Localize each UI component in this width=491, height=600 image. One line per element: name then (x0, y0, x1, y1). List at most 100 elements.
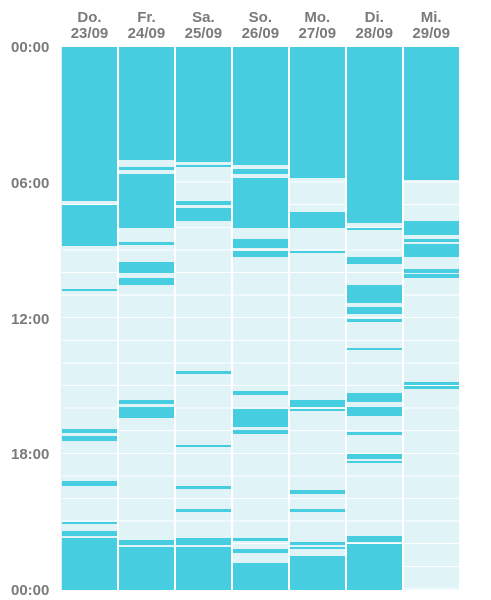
busy-block[interactable] (289, 409, 345, 412)
busy-block[interactable] (175, 164, 231, 167)
busy-block[interactable] (346, 461, 402, 464)
busy-block[interactable] (118, 166, 174, 171)
busy-block[interactable] (232, 169, 288, 174)
day-header-date: 25/09 (184, 25, 223, 42)
busy-block[interactable] (232, 390, 288, 396)
day-column[interactable] (403, 47, 459, 590)
busy-block[interactable] (62, 481, 117, 486)
busy-block[interactable] (403, 386, 459, 389)
busy-block[interactable] (118, 261, 174, 274)
day-header-weekday: Fr. (137, 9, 156, 26)
time-label: 00:00 (11, 582, 50, 599)
busy-block[interactable] (289, 556, 345, 590)
busy-block[interactable] (232, 239, 288, 249)
busy-block[interactable] (289, 547, 345, 550)
busy-block[interactable] (62, 289, 117, 292)
day-header-date: 24/09 (127, 25, 166, 42)
busy-block[interactable] (175, 200, 231, 206)
busy-block[interactable] (403, 268, 459, 274)
busy-block[interactable] (232, 250, 288, 258)
busy-block[interactable] (346, 47, 402, 224)
busy-block[interactable] (118, 399, 174, 405)
busy-block[interactable] (62, 537, 117, 590)
day-column[interactable] (232, 47, 288, 590)
day-header-date: 28/09 (355, 25, 394, 42)
busy-block[interactable] (175, 445, 231, 448)
day-column[interactable] (118, 47, 174, 590)
busy-block[interactable] (232, 409, 288, 428)
day-header-weekday: Do. (77, 9, 102, 26)
busy-block[interactable] (289, 542, 345, 545)
day-header: Fr. 24/09 (118, 10, 175, 42)
time-label: 00:00 (11, 39, 50, 56)
busy-block[interactable] (175, 47, 231, 163)
day-header: Mi. 29/09 (403, 10, 460, 42)
busy-block[interactable] (403, 243, 459, 258)
busy-block[interactable] (232, 562, 288, 590)
busy-block[interactable] (346, 393, 402, 403)
day-column[interactable] (346, 47, 402, 590)
day-column[interactable] (175, 47, 231, 590)
busy-block[interactable] (175, 547, 231, 590)
busy-block[interactable] (403, 274, 459, 278)
busy-block[interactable] (62, 436, 117, 441)
busy-block[interactable] (175, 485, 231, 490)
day-column[interactable] (289, 47, 345, 590)
time-label: 06:00 (11, 174, 50, 192)
busy-block[interactable] (346, 307, 402, 314)
day-header-weekday: So. (248, 9, 273, 26)
busy-block[interactable] (346, 535, 402, 543)
busy-block[interactable] (289, 490, 345, 494)
busy-block[interactable] (346, 543, 402, 590)
busy-block[interactable] (403, 381, 459, 386)
busy-block[interactable] (289, 47, 345, 179)
busy-block[interactable] (118, 173, 174, 228)
busy-block[interactable] (175, 508, 231, 512)
busy-block[interactable] (403, 221, 459, 235)
busy-block[interactable] (346, 284, 402, 303)
busy-block[interactable] (62, 205, 117, 247)
busy-block[interactable] (346, 228, 402, 231)
busy-block[interactable] (118, 241, 174, 245)
day-header: Mo. 27/09 (289, 10, 346, 42)
busy-block[interactable] (118, 406, 174, 419)
busy-block[interactable] (346, 431, 402, 436)
busy-block[interactable] (118, 47, 174, 161)
busy-block[interactable] (118, 540, 174, 545)
day-header-weekday: Mo. (304, 9, 331, 26)
busy-block[interactable] (346, 454, 402, 459)
busy-block[interactable] (62, 429, 117, 433)
day-header-date: 27/09 (298, 25, 337, 42)
day-header-weekday: Mi. (420, 9, 442, 26)
busy-block[interactable] (289, 399, 345, 407)
busy-block[interactable] (232, 47, 288, 165)
busy-block[interactable] (232, 178, 288, 228)
busy-block[interactable] (403, 239, 459, 242)
busy-block[interactable] (118, 547, 174, 590)
busy-block[interactable] (175, 537, 231, 545)
busy-block[interactable] (62, 531, 117, 536)
busy-block[interactable] (346, 347, 402, 351)
day-header-date: 26/09 (241, 25, 280, 42)
day-header: Di. 28/09 (346, 10, 403, 42)
time-label: 12:00 (11, 310, 50, 328)
busy-block[interactable] (289, 250, 345, 253)
busy-block[interactable] (62, 522, 117, 525)
busy-block[interactable] (289, 212, 345, 228)
busy-block[interactable] (62, 47, 117, 149)
day-header: Do. 23/09 (61, 10, 118, 42)
day-column[interactable] (62, 47, 117, 590)
busy-block[interactable] (346, 257, 402, 265)
busy-block[interactable] (403, 47, 459, 181)
busy-block[interactable] (289, 508, 345, 512)
busy-block[interactable] (346, 318, 402, 322)
busy-block[interactable] (232, 537, 288, 542)
busy-block[interactable] (232, 430, 288, 434)
busy-block[interactable] (118, 277, 174, 285)
busy-block[interactable] (346, 406, 402, 416)
busy-block[interactable] (62, 148, 117, 201)
day-header: So. 26/09 (232, 10, 289, 42)
busy-block[interactable] (175, 370, 231, 374)
busy-block[interactable] (232, 549, 288, 553)
busy-block[interactable] (175, 207, 231, 222)
